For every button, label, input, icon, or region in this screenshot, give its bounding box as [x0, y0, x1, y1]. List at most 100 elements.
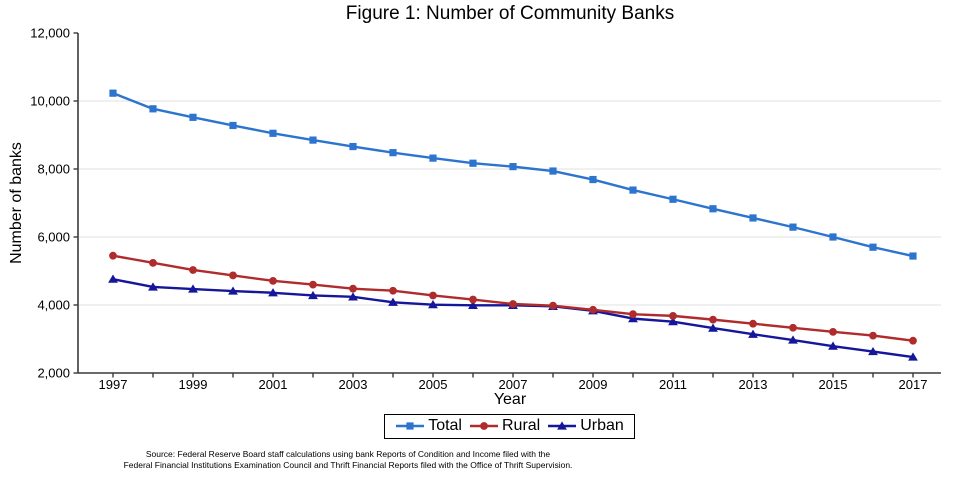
data-point	[188, 284, 198, 293]
data-point	[549, 301, 557, 310]
data-point	[429, 291, 437, 300]
data-point	[269, 129, 277, 137]
source-note-line2: Federal Financial Institutions Examinati…	[123, 460, 573, 471]
legend-item-urban: Urban	[547, 418, 624, 434]
x-tick-label: 2011	[659, 377, 687, 392]
y-tick-labels: 2,000 4,000 6,000 8,000 10,000 12,000	[30, 26, 70, 381]
data-point	[389, 286, 397, 295]
legend-box: Total Rural Urban	[384, 414, 635, 439]
data-point	[428, 300, 438, 309]
data-point	[629, 310, 637, 319]
legend-item-rural: Rural	[469, 418, 540, 434]
series-line	[112, 92, 914, 258]
data-point	[148, 282, 158, 291]
x-tick-label: 2013	[739, 377, 768, 392]
chart-title: Figure 1: Number of Community Banks	[345, 3, 675, 24]
data-point	[469, 159, 477, 167]
data-point	[309, 136, 317, 144]
data-point	[668, 317, 678, 326]
x-tick-label: 1999	[179, 377, 208, 392]
data-point	[828, 341, 838, 350]
data-point	[629, 186, 637, 194]
data-point	[509, 300, 517, 308]
data-point	[788, 335, 798, 344]
data-point	[669, 195, 677, 203]
data-point	[868, 346, 878, 356]
data-point	[909, 252, 917, 260]
data-point	[388, 297, 398, 306]
data-point	[829, 327, 837, 336]
data-point	[909, 336, 917, 345]
data-point	[669, 311, 677, 320]
x-tick-labels: 1997 1999 2001 2003 2005 2007 2009 2011 2013 2015…	[99, 377, 928, 392]
data-point	[749, 214, 757, 222]
data-point	[389, 149, 397, 157]
y-tick-label: 6,000	[37, 230, 70, 245]
data-point	[349, 142, 357, 151]
axes	[73, 32, 941, 378]
data-point	[228, 286, 238, 295]
data-point	[229, 271, 237, 280]
legend: Total Rural Urban	[78, 414, 941, 439]
data-point	[709, 315, 717, 324]
data-point	[149, 258, 157, 267]
y-tick-label: 4,000	[37, 298, 70, 313]
data-point	[229, 121, 237, 130]
data-point	[589, 175, 597, 184]
data-point	[429, 154, 437, 162]
data-point	[109, 251, 117, 260]
data-point	[589, 305, 597, 314]
series-urban	[108, 274, 918, 361]
x-tick-label: 2005	[419, 377, 448, 392]
urban-triangle-icon	[548, 421, 577, 430]
data-point	[829, 233, 837, 241]
legend-label: Total	[428, 417, 462, 434]
data-point	[108, 274, 118, 283]
data-point	[149, 105, 157, 113]
data-point	[557, 421, 568, 430]
data-point	[628, 314, 638, 323]
data-point	[308, 290, 318, 300]
series-total	[109, 89, 917, 260]
x-tick-label: 1997	[99, 377, 128, 392]
y-axis-title: Number of banks	[8, 142, 25, 264]
y-tick-label: 2,000	[37, 366, 70, 381]
series-rural	[109, 251, 917, 345]
data-point	[349, 284, 357, 293]
legend-label: Rural	[501, 417, 541, 434]
legend-item-total: Total	[395, 418, 462, 434]
x-tick-label: 2015	[819, 377, 848, 392]
x-tick-label: 2017	[899, 377, 928, 392]
data-point	[309, 280, 317, 289]
data-point	[708, 323, 718, 332]
x-tick-label: 2007	[499, 377, 528, 392]
rural-circle-icon	[469, 422, 498, 430]
legend-label: Urban	[580, 417, 624, 434]
data-point	[869, 331, 877, 340]
data-point	[406, 422, 414, 430]
data-point	[269, 276, 277, 285]
total-square-icon	[396, 422, 425, 430]
data-point	[749, 319, 757, 328]
source-note-line1: Source: Federal Reserve Board staff calc…	[145, 449, 551, 459]
x-tick-label: 2003	[339, 377, 368, 392]
data-point	[908, 352, 918, 361]
x-tick-label: 2009	[579, 377, 608, 392]
data-point	[748, 329, 758, 338]
data-point	[469, 295, 477, 304]
series-lines	[108, 89, 918, 361]
x-tick-label: 2001	[259, 377, 288, 392]
data-point	[348, 292, 358, 301]
y-tick-label: 10,000	[30, 94, 70, 109]
data-point	[268, 288, 278, 297]
x-axis-title: Year	[494, 391, 527, 408]
data-point	[109, 89, 117, 97]
data-point	[549, 167, 557, 175]
data-point	[789, 223, 797, 231]
y-tick-label: 12,000	[30, 26, 70, 41]
data-point	[509, 163, 517, 171]
data-point	[709, 205, 717, 213]
data-point	[789, 323, 797, 332]
